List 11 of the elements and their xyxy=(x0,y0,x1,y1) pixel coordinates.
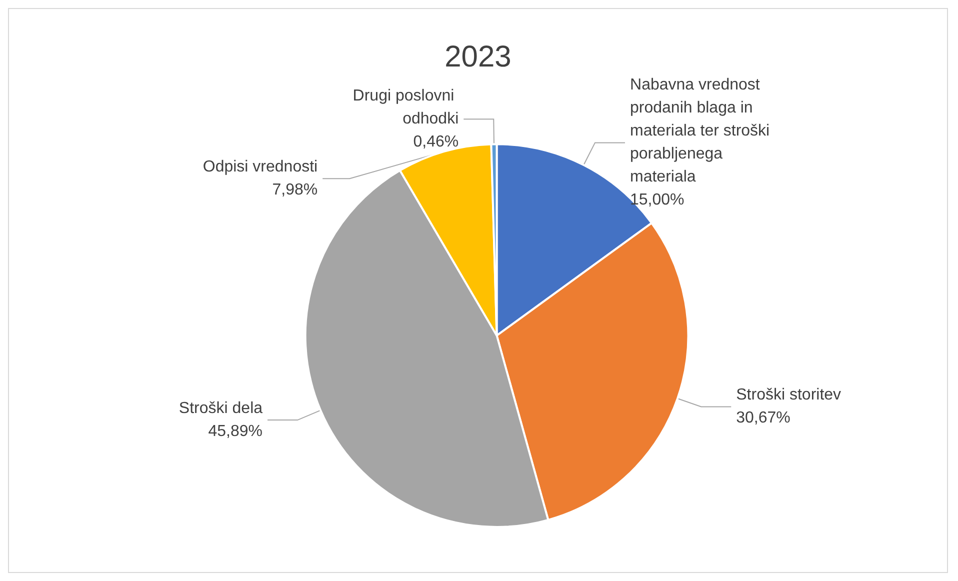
chart-title: 2023 xyxy=(444,40,512,74)
slice-label: Nabavna vrednost prodanih blaga in materiala ter stroški porabljenega materiala xyxy=(630,76,774,186)
data-label: 30,67% xyxy=(736,410,790,427)
slice-label: Drugi poslovni odhodki xyxy=(352,88,459,128)
slice-label: Odpisi vrednosti xyxy=(202,158,318,176)
data-label: 15,00% xyxy=(630,192,684,209)
data-label: 45,89% xyxy=(208,423,263,440)
slice-label: Stroški dela xyxy=(178,400,263,418)
slice-label: Stroški storitev xyxy=(736,386,842,404)
data-label: 7,98% xyxy=(272,182,318,199)
data-label: 0,46% xyxy=(413,134,459,151)
